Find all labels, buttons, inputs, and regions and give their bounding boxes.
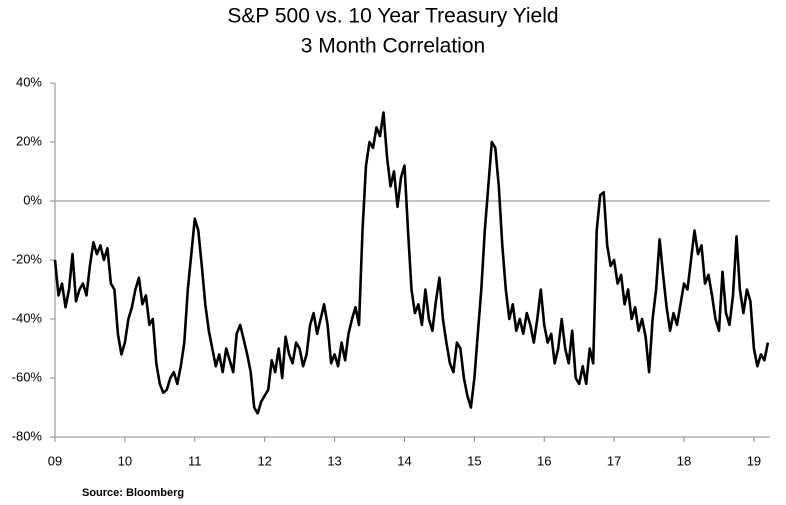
x-tick-label: 17 <box>607 453 621 468</box>
source-note: Source: Bloomberg <box>82 487 184 499</box>
x-tick-label: 16 <box>537 453 551 468</box>
y-tick-label: 40% <box>16 74 42 89</box>
y-tick-label: -20% <box>12 251 43 266</box>
y-tick-label: 20% <box>16 133 42 148</box>
y-tick-label: -80% <box>12 428 43 443</box>
y-tick-label: 0% <box>23 192 42 207</box>
y-tick-label: -40% <box>12 310 43 325</box>
x-tick-label: 12 <box>257 453 271 468</box>
chart-title: S&P 500 vs. 10 Year Treasury Yield <box>227 5 558 28</box>
x-tick-label: 19 <box>747 453 761 468</box>
x-tick-label: 10 <box>118 453 132 468</box>
x-tick-label: 15 <box>467 453 481 468</box>
x-tick-label: 14 <box>397 453 411 468</box>
x-tick-label: 11 <box>188 453 202 468</box>
chart-subtitle: 3 Month Correlation <box>301 35 485 58</box>
x-tick-label: 18 <box>677 453 691 468</box>
data-line <box>53 111 770 415</box>
x-tick-label: 09 <box>48 453 62 468</box>
y-tick-label: -60% <box>12 369 43 384</box>
x-tick-label: 13 <box>327 453 341 468</box>
